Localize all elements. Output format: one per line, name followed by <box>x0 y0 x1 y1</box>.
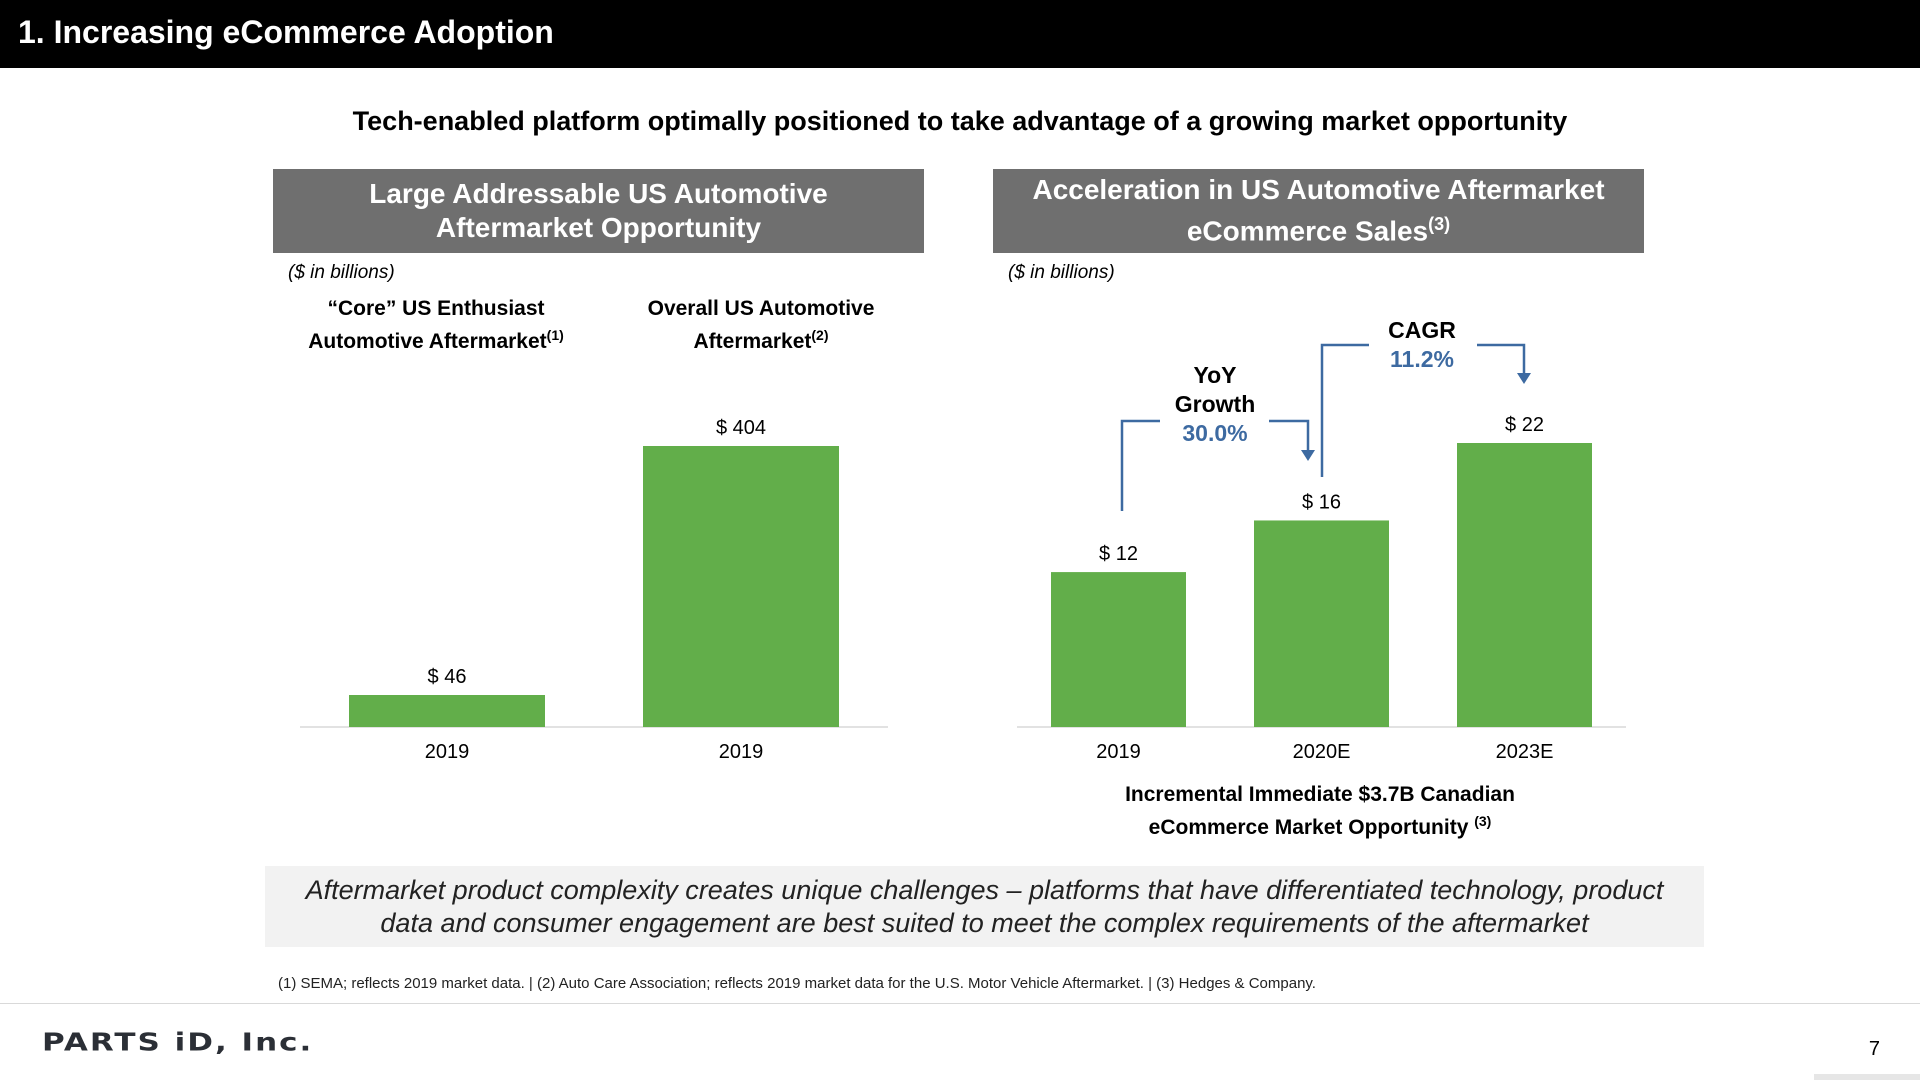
source-footnote: (1) SEMA; reflects 2019 market data. | (… <box>278 975 1316 992</box>
left-col1-label-line2: Automotive Aftermarket <box>308 330 547 353</box>
chart-1-bar-2 <box>1457 443 1592 727</box>
left-col1-label-line1: “Core” US Enthusiast <box>327 297 545 320</box>
left-col2-footnote-ref: (2) <box>811 327 829 343</box>
chart-1-value-label-1: $ 16 <box>1302 491 1341 513</box>
chart-0-tick-label-1: 2019 <box>719 741 764 763</box>
canada-footnote-ref: (3) <box>1474 813 1492 829</box>
yoy-growth-bracket-right <box>1269 419 1310 452</box>
chart-0-bar-1 <box>643 446 839 727</box>
yoy-growth-annotation: YoY Growth 30.0% <box>1120 362 1315 511</box>
chart-1-value-label-0: $ 12 <box>1099 543 1138 565</box>
cagr-arrow-head <box>1517 373 1531 384</box>
left-col2-label: Overall US Automotive Aftermarket(2) <box>611 296 911 355</box>
yoy-arrow-head <box>1301 450 1315 461</box>
right-panel-header: Acceleration in US Automotive Aftermarke… <box>993 169 1644 253</box>
right-header-footnote-ref: (3) <box>1428 214 1451 235</box>
yoy-value: 30.0% <box>1182 420 1247 446</box>
chart-0-value-label-0: $ 46 <box>428 666 467 688</box>
cagr-annotation: CAGR 11.2% <box>1320 317 1531 477</box>
left-bar-chart: $ 46 2019 $ 404 2019 <box>300 417 888 763</box>
right-header-line1: Acceleration in US Automotive Aftermarke… <box>1032 174 1605 206</box>
right-header-line2: eCommerce Sales <box>1186 215 1429 247</box>
corner-tab <box>1814 1074 1920 1080</box>
left-col1-label: “Core” US Enthusiast Automotive Aftermar… <box>286 296 586 355</box>
callout-box: Aftermarket product complexity creates u… <box>265 866 1704 947</box>
cagr-bracket <box>1320 343 1369 477</box>
chart-1-value-label-2: $ 22 <box>1505 414 1544 436</box>
cagr-value: 11.2% <box>1390 346 1454 372</box>
title-bar: 1. Increasing eCommerce Adoption <box>0 0 1920 68</box>
chart-1-tick-label-0: 2019 <box>1096 741 1141 763</box>
chart-1-bar-1 <box>1254 520 1389 727</box>
cagr-label: CAGR <box>1388 317 1456 343</box>
page-number: 7 <box>1868 1038 1880 1060</box>
left-panel-header: Large Addressable US Automotive Aftermar… <box>273 169 924 253</box>
canada-note-line2: eCommerce Market Opportunity <box>1148 816 1469 839</box>
chart-0-value-label-1: $ 404 <box>716 417 766 439</box>
chart-1-tick-label-2: 2023E <box>1496 741 1554 763</box>
chart-0-bar-0 <box>349 695 545 727</box>
left-col2-label-line1: Overall US Automotive <box>647 297 875 320</box>
slide-subtitle: Tech-enabled platform optimally position… <box>352 106 1568 136</box>
yoy-label-line1: YoY <box>1193 362 1236 388</box>
chart-1-tick-label-1: 2020E <box>1293 741 1351 763</box>
yoy-label-line2: Growth <box>1175 391 1256 417</box>
callout-line1: Aftermarket product complexity creates u… <box>305 874 1664 905</box>
right-bar-chart: $ 12 2019 $ 16 2020E $ 22 2023E <box>1017 414 1626 763</box>
canada-opportunity-note: Incremental Immediate $3.7B Canadian eCo… <box>1030 781 1610 841</box>
yoy-growth-bracket <box>1120 419 1160 511</box>
left-col1-footnote-ref: (1) <box>546 327 564 343</box>
company-logo: PARTS iD, Inc. <box>42 1028 314 1057</box>
chart-0-tick-label-0: 2019 <box>425 741 470 763</box>
chart-1-bar-0 <box>1051 572 1186 727</box>
left-col2-label-line2: Aftermarket <box>693 330 812 353</box>
footer-divider <box>0 1003 1920 1004</box>
callout-line2: data and consumer engagement are best su… <box>380 907 1589 938</box>
page-title: 1. Increasing eCommerce Adoption <box>18 14 554 50</box>
left-header-line2: Aftermarket Opportunity <box>435 212 762 243</box>
cagr-bracket-right <box>1477 343 1526 375</box>
right-unit-note: ($ in billions) <box>1008 262 1115 283</box>
left-header-line1: Large Addressable US Automotive <box>369 178 828 209</box>
canada-note-line1: Incremental Immediate $3.7B Canadian <box>1125 783 1515 806</box>
left-unit-note: ($ in billions) <box>288 262 395 283</box>
